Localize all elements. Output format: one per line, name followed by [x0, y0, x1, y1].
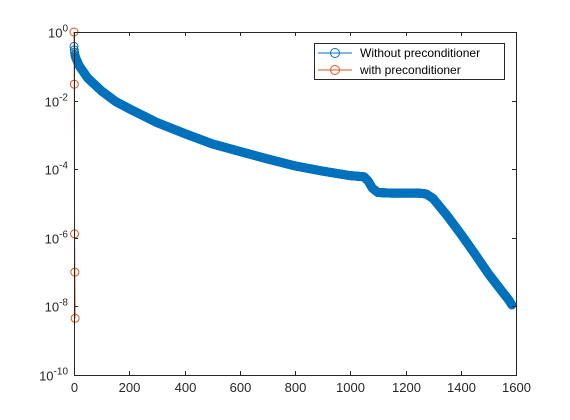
data-point	[507, 300, 517, 310]
x-tick-label: 1600	[502, 380, 531, 395]
x-tick-label: 1400	[447, 380, 476, 395]
x-tick-label: 1200	[392, 380, 421, 395]
data-point	[70, 313, 80, 323]
x-tick-label: 800	[285, 380, 307, 395]
y-tick-label: 10-6	[45, 230, 69, 247]
legend-marker-with-preconditioner	[330, 65, 340, 75]
x-ticks: 0 200 400 600 800 1000 1200 1400 1600	[71, 32, 531, 395]
y-tick-label: 10-4	[45, 161, 69, 178]
x-tick-label: 600	[230, 380, 252, 395]
y-tick-label: 10-10	[39, 367, 68, 384]
legend-box	[314, 43, 505, 80]
axes-box	[74, 32, 517, 376]
y-tick-label: 10-2	[45, 93, 69, 110]
series-layer	[69, 27, 517, 323]
plot-area	[74, 32, 516, 375]
legend-label-without-preconditioner: Without preconditioner	[360, 46, 480, 60]
legend-label-with-preconditioner: with preconditioner	[359, 63, 461, 77]
x-tick-label: 1000	[336, 380, 365, 395]
x-tick-label: 0	[71, 380, 78, 395]
x-tick-label: 200	[119, 380, 141, 395]
series-markers-without-preconditioner	[69, 41, 517, 310]
y-tick-label: 10-8	[45, 298, 69, 315]
legend-marker-without-preconditioner	[330, 48, 340, 58]
y-tick-label: 100	[48, 24, 68, 41]
legend: Without preconditioner with precondition…	[314, 43, 505, 80]
x-tick-label: 400	[175, 380, 197, 395]
y-ticks: 10-10 10-8 10-6 10-4 10-2 100	[39, 24, 516, 384]
